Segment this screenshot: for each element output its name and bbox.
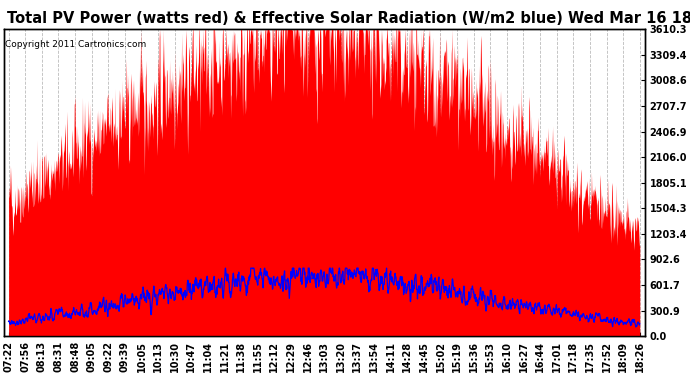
Text: Copyright 2011 Cartronics.com: Copyright 2011 Cartronics.com: [5, 40, 146, 49]
Text: Total PV Power (watts red) & Effective Solar Radiation (W/m2 blue) Wed Mar 16 18: Total PV Power (watts red) & Effective S…: [7, 11, 690, 26]
